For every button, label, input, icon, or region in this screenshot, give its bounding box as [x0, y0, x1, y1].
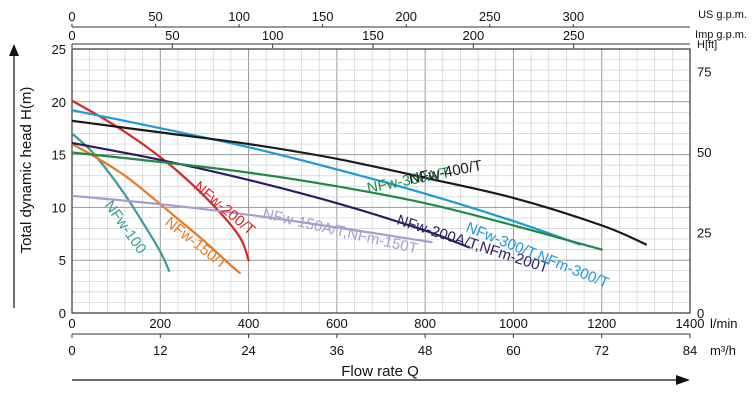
x-tick-label-usgpm: 150 — [312, 9, 334, 24]
x-tick-label-impgpm: 150 — [362, 28, 384, 43]
y-tick-label-m: 10 — [52, 200, 66, 215]
x-tick-label-usgpm: 50 — [148, 9, 162, 24]
series-lines — [72, 99, 647, 274]
x-axis-arrowhead — [676, 375, 690, 385]
grid — [71, 48, 691, 314]
x-tick-label-impgpm: 50 — [165, 28, 179, 43]
series-line-nfw-400-t — [72, 119, 647, 246]
plot-frame — [71, 48, 691, 314]
x-tick-label-m3h: 48 — [418, 343, 432, 358]
y-unit-ft: H[ft] — [697, 39, 717, 51]
x-tick-label-lmin: 200 — [149, 316, 171, 331]
x-tick-label-impgpm: 100 — [262, 28, 284, 43]
x-tick-label-m3h: 24 — [241, 343, 255, 358]
x-tick-label-m3h: 12 — [153, 343, 167, 358]
y-tick-label-ft: 0 — [697, 306, 704, 321]
series-line-nfw-300-t-nfm-300-t — [72, 109, 581, 246]
x-tick-label-usgpm: 250 — [479, 9, 501, 24]
x-tick-label-lmin: 0 — [68, 316, 75, 331]
x-unit-lmin: l/min — [710, 316, 737, 331]
y-tick-label-m: 0 — [59, 306, 66, 321]
x-tick-label-impgpm: 200 — [463, 28, 485, 43]
y-tick-label-ft: 75 — [697, 65, 711, 80]
y-tick-label-ft: 25 — [697, 226, 711, 241]
x-axis-title: Flow rate Q — [341, 363, 419, 380]
x-tick-label-m3h: 0 — [68, 343, 75, 358]
y-axis-arrowhead — [9, 44, 19, 56]
series-line-nfw-300a-t — [72, 151, 603, 251]
x-tick-label-impgpm: 250 — [563, 28, 585, 43]
x-unit-m3h: m³/h — [710, 343, 736, 358]
series-line-nfw-200a-t-nfm-200t — [72, 141, 471, 249]
x-tick-label-m3h: 60 — [506, 343, 520, 358]
x-tick-label-lmin: 400 — [238, 316, 260, 331]
y-tick-label-m: 15 — [52, 148, 66, 163]
x-tick-label-m3h: 84 — [683, 343, 697, 358]
y-tick-label-m: 5 — [59, 253, 66, 268]
x-tick-label-m3h: 36 — [330, 343, 344, 358]
x-unit-usgpm: US g.p.m. — [698, 9, 747, 21]
series-line-nfw-100 — [72, 132, 171, 272]
series-line-nfw-200-t — [72, 99, 250, 262]
x-tick-label-lmin: 600 — [326, 316, 348, 331]
x-tick-label-lmin: 1400 — [676, 316, 705, 331]
x-tick-label-usgpm: 200 — [395, 9, 417, 24]
x-tick-label-usgpm: 100 — [228, 9, 250, 24]
x-unit-impgpm: Imp g.p.m. — [695, 29, 747, 41]
x-tick-label-lmin: 800 — [414, 316, 436, 331]
x-tick-label-usgpm: 0 — [68, 9, 75, 24]
series-line-nfw-150-t — [72, 142, 241, 274]
y-tick-label-m: 25 — [52, 42, 66, 57]
curve-label-nfw-150-t: NFw-150/T — [162, 214, 231, 273]
axes — [9, 24, 691, 385]
x-tick-label-usgpm: 300 — [562, 9, 584, 24]
series-line-nfw-150a-t-nfm-150t — [72, 194, 433, 244]
x-tick-label-impgpm: 0 — [68, 28, 75, 43]
x-tick-label-lmin: 1200 — [587, 316, 616, 331]
y-axis-title: Total dynamic head H(m) — [18, 87, 35, 254]
x-tick-label-lmin: 1000 — [499, 316, 528, 331]
x-tick-label-m3h: 72 — [594, 343, 608, 358]
y-tick-label-ft: 50 — [697, 145, 711, 160]
y-tick-label-m: 20 — [52, 95, 66, 110]
